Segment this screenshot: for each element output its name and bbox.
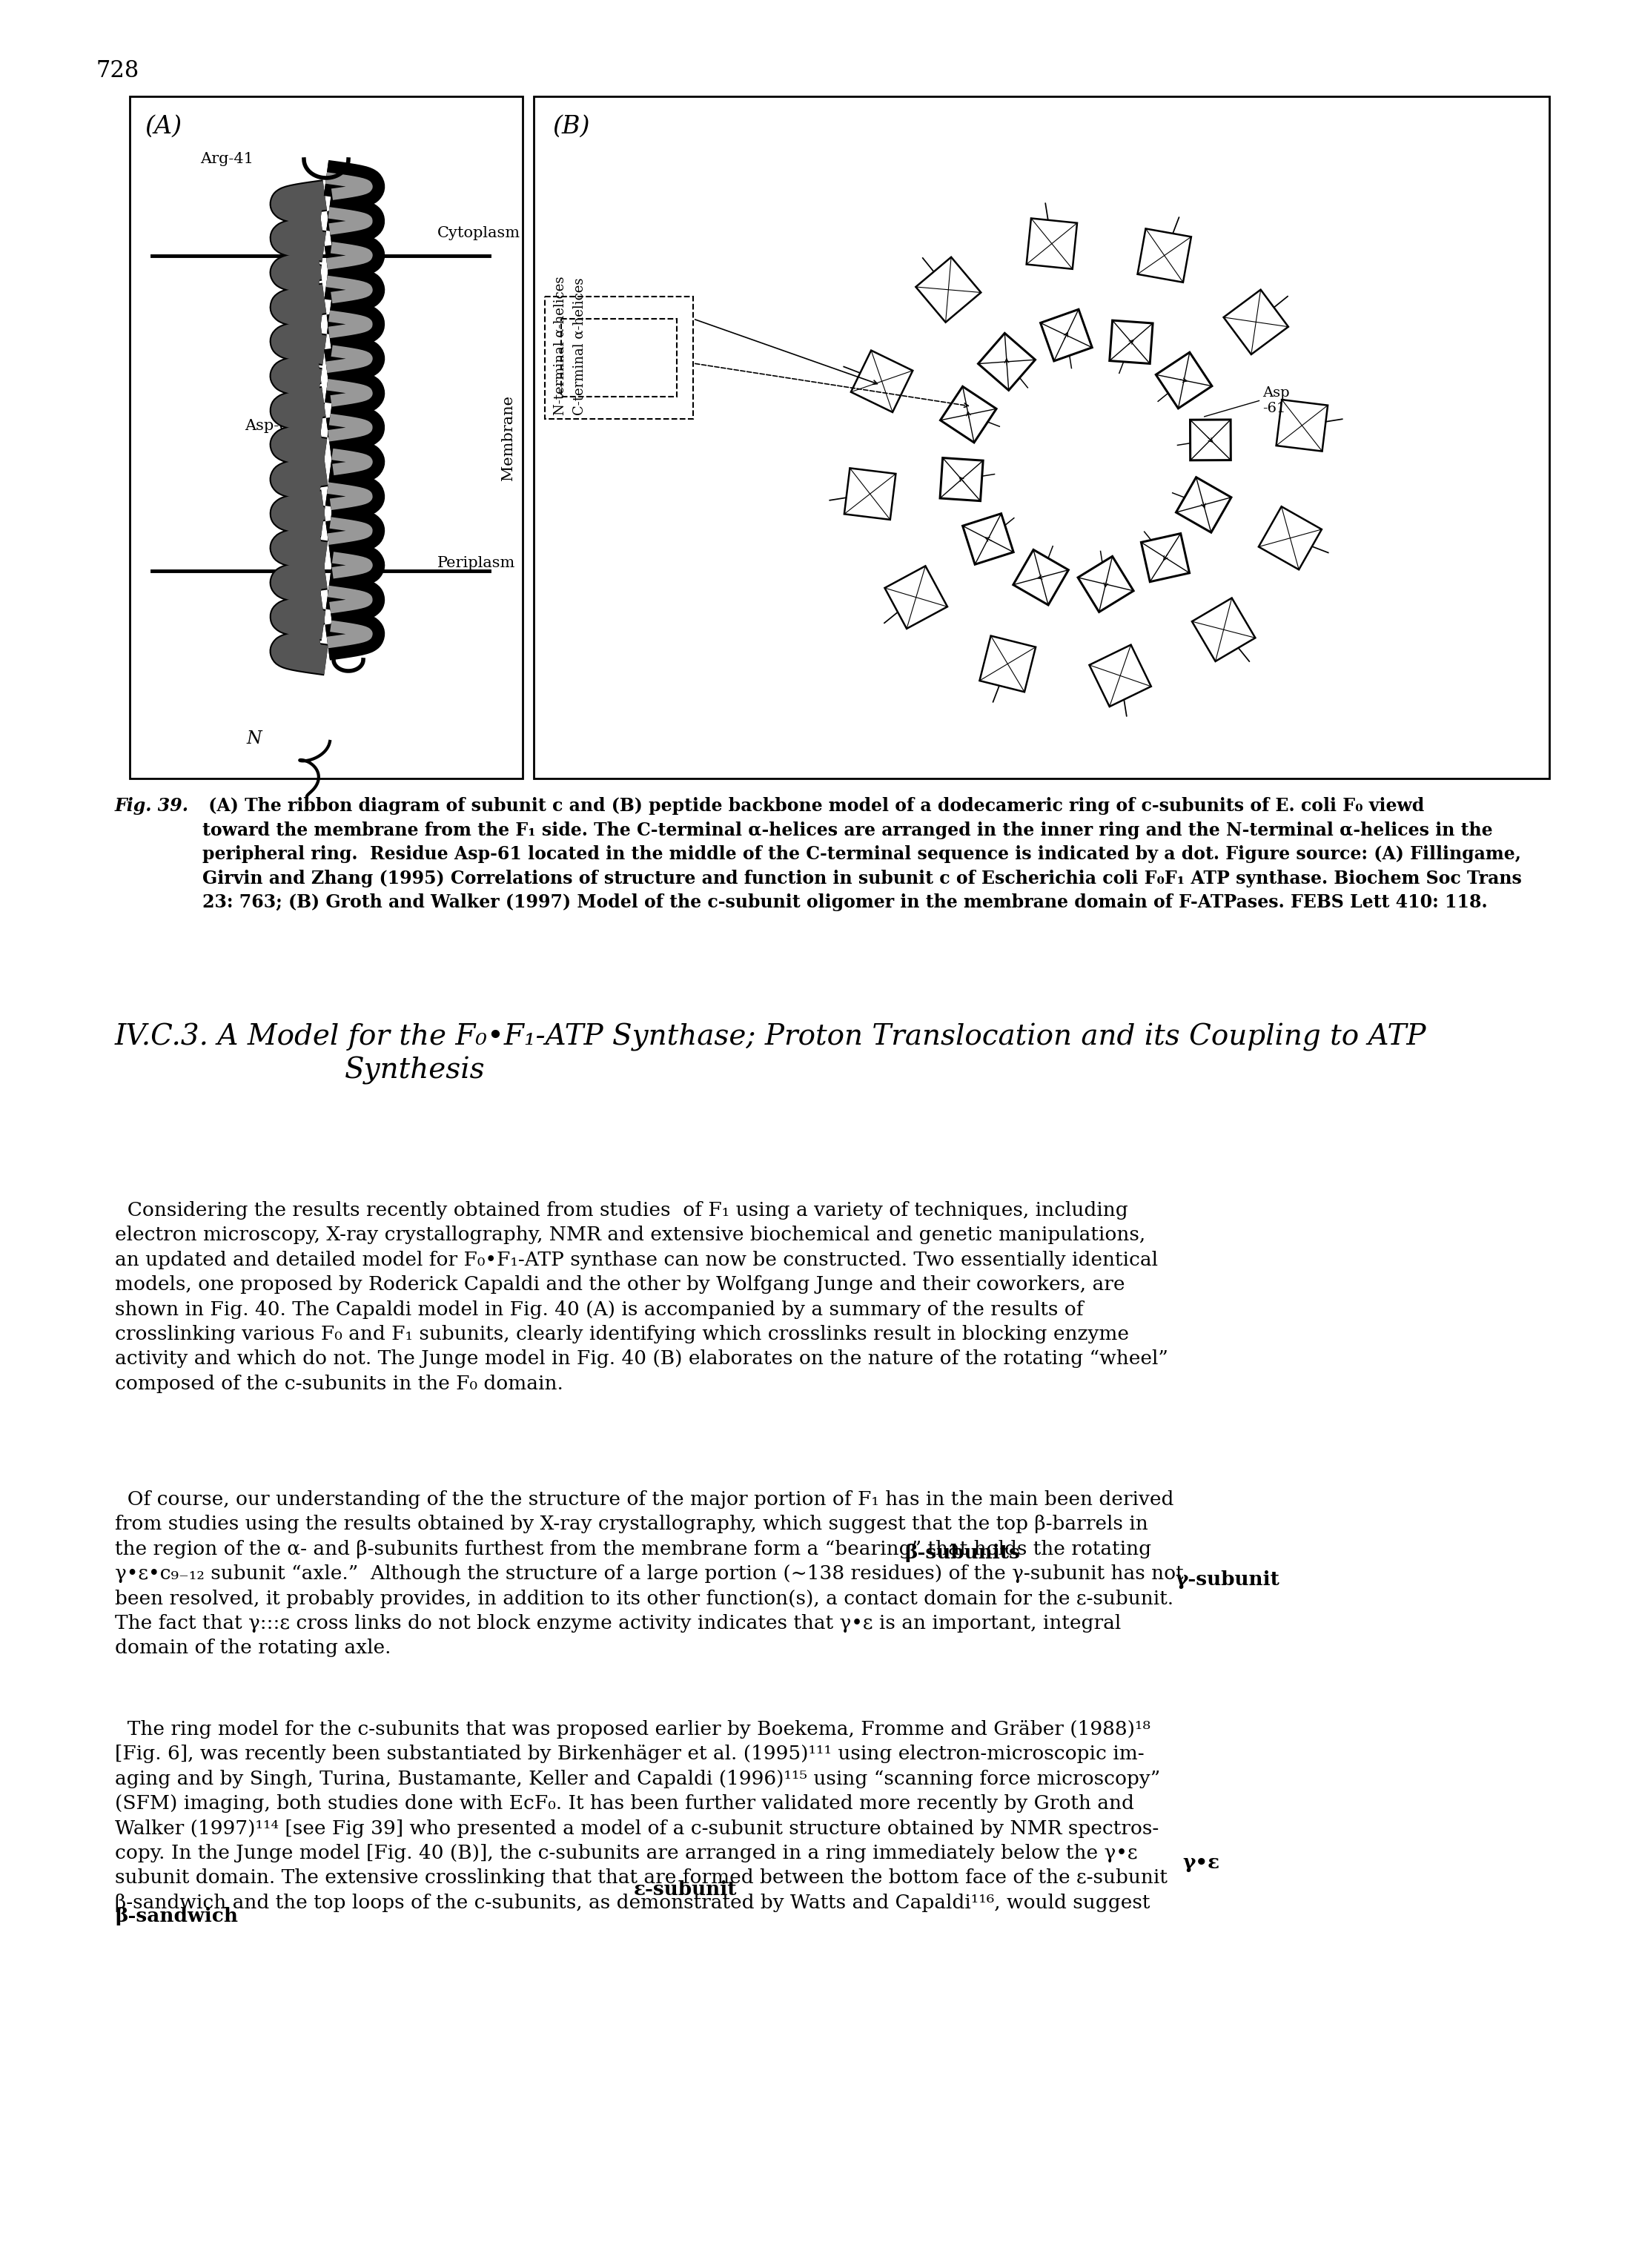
- Text: N-terminal α-helices: N-terminal α-helices: [554, 277, 567, 415]
- Text: γ-subunit: γ-subunit: [1175, 1569, 1280, 1590]
- Polygon shape: [1177, 476, 1231, 533]
- Text: (B): (B): [552, 116, 590, 138]
- Text: 728: 728: [97, 59, 139, 82]
- Polygon shape: [1190, 420, 1231, 460]
- Polygon shape: [1141, 533, 1190, 583]
- Text: β-sandwich: β-sandwich: [115, 1907, 238, 1926]
- Polygon shape: [844, 467, 897, 519]
- Polygon shape: [1013, 549, 1069, 606]
- Polygon shape: [980, 635, 1036, 692]
- Text: Membrane: Membrane: [502, 395, 515, 481]
- Polygon shape: [916, 256, 982, 322]
- Polygon shape: [962, 513, 1013, 565]
- Text: C: C: [331, 642, 344, 658]
- Polygon shape: [1224, 290, 1288, 354]
- Bar: [534, 95, 1549, 778]
- Text: The ring model for the c-subunits that was proposed earlier by Boekema, Fromme a: The ring model for the c-subunits that w…: [115, 1719, 1167, 1912]
- Polygon shape: [941, 458, 983, 501]
- Polygon shape: [1277, 399, 1328, 451]
- Text: γ•ε: γ•ε: [1182, 1853, 1219, 1871]
- Text: Synthesis: Synthesis: [344, 1057, 485, 1084]
- Polygon shape: [1192, 599, 1255, 662]
- Text: (A) The ribbon diagram of subunit c and (B) peptide backbone model of a dodecame: (A) The ribbon diagram of subunit c and …: [202, 796, 1521, 912]
- Text: Asp-61: Asp-61: [244, 420, 298, 433]
- Text: (A): (A): [144, 116, 182, 138]
- Text: IV.C.3. A Model for the F₀•F₁-ATP Synthase; Proton Translocation and its Couplin: IV.C.3. A Model for the F₀•F₁-ATP Syntha…: [115, 1023, 1426, 1052]
- Text: β-subunits: β-subunits: [905, 1545, 1019, 1563]
- Text: ε-subunit: ε-subunit: [634, 1880, 738, 1898]
- Polygon shape: [978, 333, 1036, 390]
- Text: Considering the results recently obtained from studies  of F₁ using a variety of: Considering the results recently obtaine…: [115, 1202, 1169, 1393]
- Polygon shape: [1026, 218, 1077, 270]
- Polygon shape: [941, 386, 997, 442]
- Polygon shape: [1137, 229, 1192, 281]
- Polygon shape: [1155, 352, 1211, 408]
- Bar: [561, 320, 677, 397]
- Polygon shape: [1090, 644, 1151, 708]
- Bar: [129, 95, 523, 778]
- Text: Arg-41: Arg-41: [200, 152, 254, 166]
- Bar: [544, 297, 693, 420]
- Text: Periplasm: Periplasm: [438, 556, 516, 569]
- Polygon shape: [1110, 320, 1152, 363]
- Text: N: N: [246, 730, 262, 748]
- Text: Asp
-61: Asp -61: [1262, 386, 1290, 415]
- Polygon shape: [885, 567, 947, 628]
- Polygon shape: [1259, 506, 1321, 569]
- Polygon shape: [851, 349, 913, 413]
- Text: Of course, our understanding of the the structure of the major portion of F₁ has: Of course, our understanding of the the …: [115, 1490, 1183, 1658]
- Text: C-terminal α-helices: C-terminal α-helices: [574, 277, 587, 415]
- Text: Fig. 39.: Fig. 39.: [115, 796, 188, 814]
- Polygon shape: [1078, 556, 1134, 612]
- Text: Cytoplasm: Cytoplasm: [438, 227, 521, 240]
- Polygon shape: [1041, 308, 1092, 361]
